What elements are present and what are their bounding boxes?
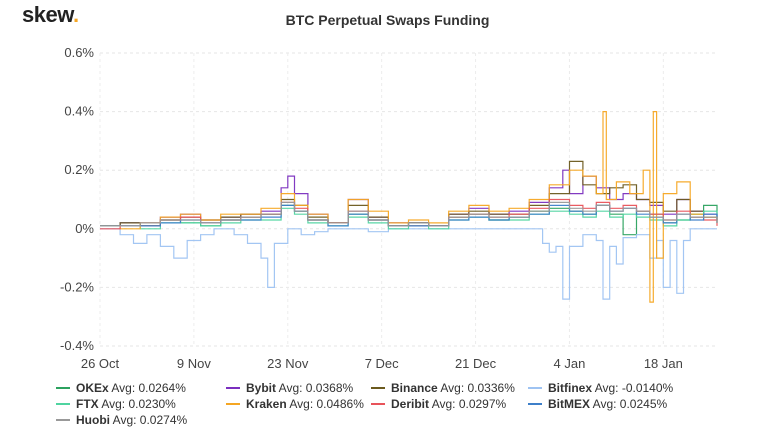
legend-item-deribit[interactable]: Deribit Avg: 0.0297%	[371, 396, 506, 412]
legend-item-huobi[interactable]: Huobi Avg: 0.0274%	[56, 412, 187, 428]
x-tick-label: 4 Jan	[554, 356, 586, 371]
y-tick-label: -0.2%	[60, 279, 94, 294]
legend-series-name: Bybit	[246, 381, 276, 395]
legend-avg-value: Avg: 0.0230%	[98, 397, 176, 411]
y-tick-label: 0.2%	[64, 162, 94, 177]
legend-swatch	[226, 402, 240, 405]
x-tick-label: 18 Jan	[644, 356, 683, 371]
legend-item-bitmex[interactable]: BitMEX Avg: 0.0245%	[528, 396, 667, 412]
legend-avg-value: Avg: 0.0245%	[590, 397, 668, 411]
legend-series-name: Binance	[391, 381, 438, 395]
legend-item-ftx[interactable]: FTX Avg: 0.0230%	[56, 396, 176, 412]
legend-swatch	[226, 386, 240, 389]
legend-swatch	[371, 386, 385, 389]
legend-avg-value: Avg: 0.0297%	[429, 397, 507, 411]
series-line-kraken	[100, 111, 718, 303]
grid-lines	[99, 52, 717, 347]
series-line-bitfinex	[100, 228, 717, 300]
legend-item-bybit[interactable]: Bybit Avg: 0.0368%	[226, 380, 353, 396]
legend-swatch	[371, 402, 385, 405]
x-tick-label: 23 Nov	[267, 356, 309, 371]
skew-logo: skew.	[22, 2, 79, 28]
legend-swatch	[56, 402, 70, 405]
legend-item-bitfinex[interactable]: Bitfinex Avg: -0.0140%	[528, 380, 673, 396]
y-tick-label: -0.4%	[60, 338, 94, 353]
legend-series-name: Huobi	[76, 413, 110, 427]
legend-series-name: BitMEX	[548, 397, 590, 411]
legend-series-name: FTX	[76, 397, 99, 411]
x-tick-label: 21 Dec	[455, 356, 497, 371]
chart-title: BTC Perpetual Swaps Funding	[285, 12, 490, 28]
legend-swatch	[528, 386, 542, 389]
y-tick-label: 0.6%	[64, 45, 94, 60]
legend-series-name: Bitfinex	[548, 381, 593, 395]
legend-series-name: OKEx	[76, 381, 109, 395]
y-axis-ticks: 0.6% 0.4% 0.2% 0% -0.2% -0.4%	[60, 45, 94, 353]
series-line-huobi	[100, 201, 718, 227]
logo-text: skew	[22, 2, 74, 27]
legend-avg-value: Avg: -0.0140%	[592, 381, 674, 395]
legend-item-binance[interactable]: Binance Avg: 0.0336%	[371, 380, 515, 396]
legend-avg-value: Avg: 0.0264%	[108, 381, 186, 395]
logo-dot: .	[73, 2, 79, 27]
legend-avg-value: Avg: 0.0336%	[437, 381, 515, 395]
legend-swatch	[56, 386, 70, 389]
legend-swatch	[56, 418, 70, 421]
x-tick-label: 7 Dec	[365, 356, 399, 371]
legend-series-name: Deribit	[391, 397, 430, 411]
legend-item-kraken[interactable]: Kraken Avg: 0.0486%	[226, 396, 364, 412]
legend-swatch	[528, 402, 542, 405]
legend-avg-value: Avg: 0.0486%	[286, 397, 364, 411]
legend-avg-value: Avg: 0.0274%	[110, 413, 188, 427]
y-tick-label: 0%	[75, 221, 94, 236]
x-axis-ticks: 26 Oct 9 Nov 23 Nov 7 Dec 21 Dec 4 Jan 18 Jan	[81, 356, 683, 371]
y-tick-label: 0.4%	[64, 104, 94, 119]
x-tick-label: 9 Nov	[177, 356, 211, 371]
series-layer	[100, 111, 718, 303]
legend-avg-value: Avg: 0.0368%	[276, 381, 354, 395]
legend-item-okex[interactable]: OKEx Avg: 0.0264%	[56, 380, 186, 396]
legend-series-name: Kraken	[246, 397, 287, 411]
x-tick-label: 26 Oct	[81, 356, 120, 371]
